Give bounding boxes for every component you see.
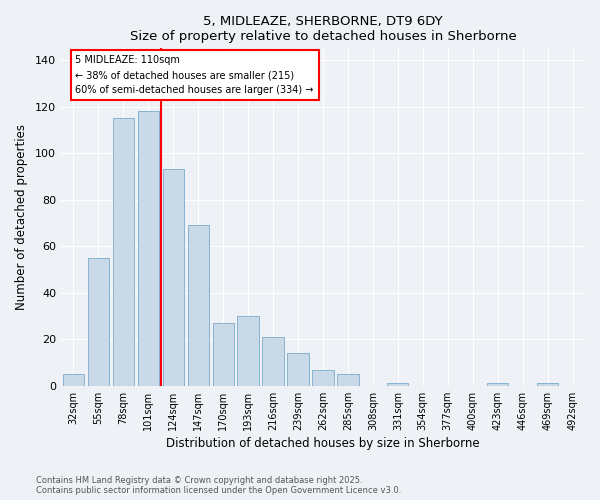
Bar bbox=[238, 316, 259, 386]
Text: 5 MIDLEAZE: 110sqm
← 38% of detached houses are smaller (215)
60% of semi-detach: 5 MIDLEAZE: 110sqm ← 38% of detached hou… bbox=[76, 56, 314, 95]
Bar bbox=[337, 374, 359, 386]
Bar bbox=[262, 337, 284, 386]
Bar bbox=[163, 170, 184, 386]
X-axis label: Distribution of detached houses by size in Sherborne: Distribution of detached houses by size … bbox=[166, 437, 480, 450]
Text: Contains HM Land Registry data © Crown copyright and database right 2025.
Contai: Contains HM Land Registry data © Crown c… bbox=[36, 476, 401, 495]
Bar bbox=[137, 111, 159, 386]
Bar bbox=[537, 384, 558, 386]
Bar bbox=[63, 374, 84, 386]
Title: 5, MIDLEAZE, SHERBORNE, DT9 6DY
Size of property relative to detached houses in : 5, MIDLEAZE, SHERBORNE, DT9 6DY Size of … bbox=[130, 15, 517, 43]
Bar bbox=[88, 258, 109, 386]
Bar bbox=[313, 370, 334, 386]
Bar bbox=[387, 384, 409, 386]
Bar bbox=[487, 384, 508, 386]
Bar bbox=[188, 225, 209, 386]
Bar bbox=[287, 353, 308, 386]
Y-axis label: Number of detached properties: Number of detached properties bbox=[15, 124, 28, 310]
Bar bbox=[212, 323, 234, 386]
Bar bbox=[113, 118, 134, 386]
